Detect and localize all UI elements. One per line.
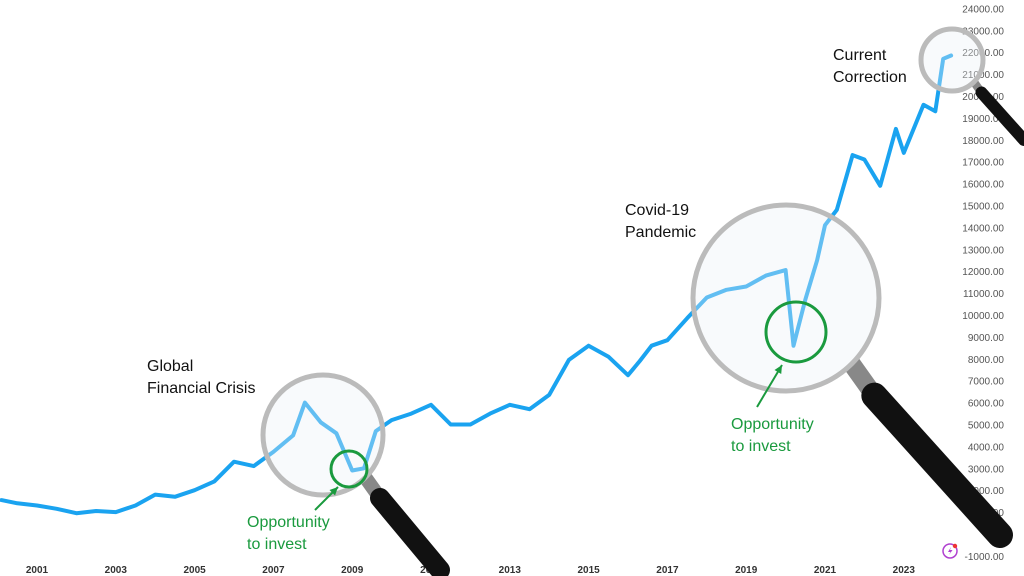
y-tick-label: 3000.00 — [968, 464, 1005, 475]
y-tick-label: 19000.00 — [962, 114, 1004, 125]
arrow-head — [774, 365, 782, 374]
y-axis: 24000.0023000.0022000.0021000.0020000.00… — [962, 4, 1004, 563]
y-tick-label: 9000.00 — [968, 333, 1005, 344]
annotation-text: Pandemic — [625, 224, 696, 241]
y-tick-label: -1000.00 — [965, 552, 1005, 563]
y-tick-label: 17000.00 — [962, 158, 1004, 169]
y-tick-label: 6000.00 — [968, 399, 1005, 410]
highlight-circle — [764, 300, 828, 364]
y-tick-label: 2000.00 — [968, 486, 1005, 497]
magnifier-handle — [370, 488, 450, 576]
annotation-text: to invest — [247, 536, 307, 553]
x-tick-label: 2007 — [262, 565, 285, 576]
y-tick-label: 4000.00 — [968, 442, 1005, 453]
x-tick-label: 2021 — [814, 565, 837, 576]
x-tick-label: 2001 — [26, 565, 49, 576]
x-tick-label: 2015 — [577, 565, 600, 576]
magnifier-lens — [918, 26, 986, 94]
y-tick-label: 8000.00 — [968, 355, 1005, 366]
y-tick-label: 15000.00 — [962, 202, 1004, 213]
x-tick-label: 2023 — [893, 565, 916, 576]
y-tick-label: 21000.00 — [962, 70, 1004, 81]
annotation-text: Global — [147, 358, 193, 375]
magnifier-handle — [861, 382, 1013, 548]
annotation-text: Financial Crisis — [147, 380, 255, 397]
x-tick-label: 2009 — [341, 565, 364, 576]
arrow — [756, 364, 783, 408]
y-tick-label: 16000.00 — [962, 180, 1004, 191]
y-tick-label: 5000.00 — [968, 421, 1005, 432]
magnifier-handle — [975, 86, 1024, 146]
lightning-bolt-icon[interactable] — [942, 543, 958, 559]
magnifier-lens — [260, 372, 386, 498]
x-tick-label: 2003 — [105, 565, 128, 576]
magnifier-glass — [690, 202, 1013, 548]
x-tick-label: 2017 — [656, 565, 679, 576]
x-axis: 2001200320052007200920112013201520172019… — [26, 565, 915, 576]
annotation-text: Opportunity — [247, 514, 330, 531]
annotation-text: Covid-19 — [625, 202, 689, 219]
annotation-text: to invest — [731, 438, 791, 455]
y-tick-label: 10000.00 — [962, 311, 1004, 322]
y-tick-label: 24000.00 — [962, 4, 1004, 15]
x-tick-label: 2019 — [735, 565, 758, 576]
y-tick-label: 14000.00 — [962, 223, 1004, 234]
y-tick-label: 11000.00 — [963, 289, 1004, 300]
y-tick-label: 13000.00 — [962, 245, 1004, 256]
annotation-text: Correction — [833, 69, 907, 86]
magnifier-lens — [690, 202, 882, 394]
x-tick-label: 2005 — [183, 565, 206, 576]
magnifier-glass — [918, 26, 1024, 146]
magnifiers — [260, 26, 1024, 576]
magnifier-glass — [260, 372, 450, 576]
y-tick-label: 23000.00 — [962, 26, 1004, 37]
y-tick-label: 18000.00 — [962, 136, 1004, 147]
arrow-head — [329, 487, 338, 496]
annotations: Global Financial Crisis Covid-19 Pandemic Cu… — [147, 47, 907, 553]
x-tick-label: 2013 — [499, 565, 522, 576]
arrow-shaft — [756, 364, 783, 408]
annotation-text: Opportunity — [731, 416, 814, 433]
annotation-text: Current — [833, 47, 887, 64]
arrow — [314, 486, 339, 511]
highlight-circle — [329, 449, 369, 489]
y-tick-label: 12000.00 — [962, 267, 1004, 278]
y-tick-label: 7000.00 — [968, 377, 1005, 388]
